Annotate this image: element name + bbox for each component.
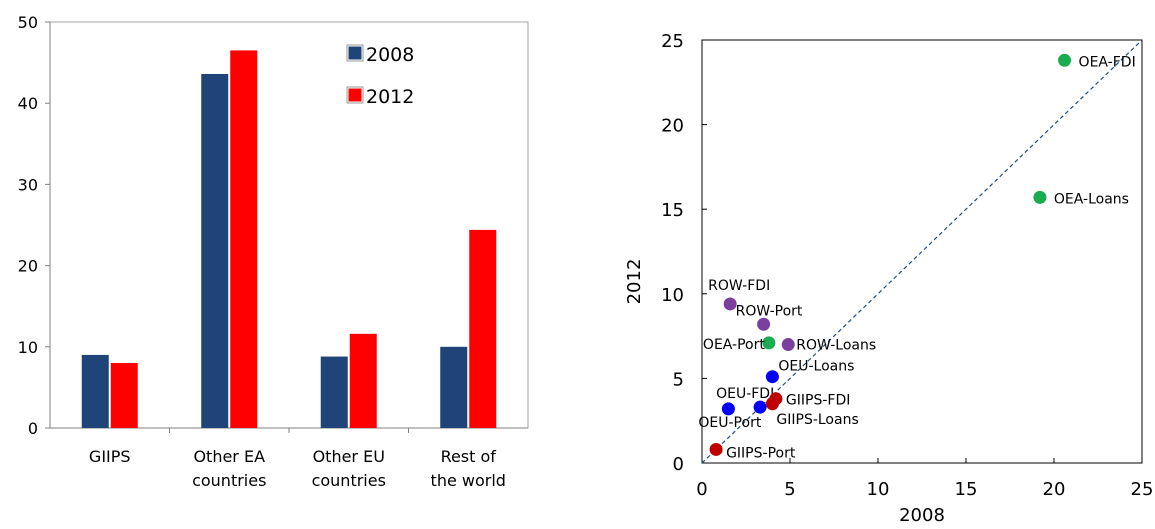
bar-2008-3 xyxy=(320,356,348,428)
y-tick-label: 25 xyxy=(661,31,684,52)
scatter-chart: 0 5 10 15 20 25 0 5 10 15 20 25 2008 2012 OEA-FDI OEA-L… xyxy=(624,31,1154,526)
point-label: OEA-Loans xyxy=(1054,191,1129,207)
point-label: OEA-FDI xyxy=(1079,54,1136,70)
y-tick-label: 20 xyxy=(18,257,38,276)
point-label: OEU-Port xyxy=(698,415,761,431)
y-tick-label: 0 xyxy=(673,454,684,475)
legend-label-2008: 2008 xyxy=(366,44,414,66)
scatter-point-oea-loans xyxy=(1033,190,1047,204)
x-tick-label: 10 xyxy=(867,479,890,500)
y-tick-label: 30 xyxy=(18,175,38,194)
legend-swatch-2008 xyxy=(347,45,363,61)
bar-2008-1 xyxy=(81,354,109,428)
x-tick-label: 15 xyxy=(955,479,978,500)
point-label: ROW-FDI xyxy=(708,278,770,294)
x-category-label: Other EU countries xyxy=(312,447,386,490)
scatter-point-oea-fdi xyxy=(1058,53,1072,67)
point-label: OEA-Port xyxy=(703,337,765,353)
x-tick-label: 5 xyxy=(784,479,795,500)
x-category-label: Other EA countries xyxy=(192,447,266,490)
bar-2012-1 xyxy=(110,363,138,428)
y-axis-title: 2012 xyxy=(624,259,645,305)
scatter-point-oeu-fdi xyxy=(753,400,767,414)
legend-swatch-border xyxy=(346,86,364,104)
scatter-point-giips-loans xyxy=(765,397,779,411)
y-tick-label: 10 xyxy=(18,338,38,357)
bar-2012-4 xyxy=(469,229,497,428)
point-label: ROW-Loans xyxy=(796,338,876,354)
scatter-point-row-loans xyxy=(781,338,795,352)
scatter-point-oeu-port xyxy=(721,402,735,416)
point-label: GIIPS-Loans xyxy=(776,412,858,428)
bar-2012-2 xyxy=(230,50,258,429)
scatter-point-oeu-loans xyxy=(765,370,779,384)
point-label: GIIPS-Port xyxy=(726,445,796,461)
legend-swatch-border xyxy=(346,44,364,62)
x-axis-title: 2008 xyxy=(899,505,945,525)
x-category-label: Rest of the world xyxy=(431,447,506,490)
legend-label-2012: 2012 xyxy=(366,86,414,108)
point-label: OEU-FDI xyxy=(716,386,774,402)
x-category-label: GIIPS xyxy=(89,447,131,466)
point-label: GIIPS-FDI xyxy=(786,393,850,409)
bar-2012-3 xyxy=(349,333,377,428)
scatter-point-oea-port xyxy=(762,336,776,350)
bar-2008-4 xyxy=(440,346,468,428)
x-tick-label: 25 xyxy=(1131,479,1154,500)
legend-swatch-2012 xyxy=(347,87,363,103)
y-tick-label: 15 xyxy=(661,200,684,221)
scatter-point-row-port xyxy=(757,317,771,331)
y-tick-label: 40 xyxy=(18,94,38,113)
x-tick-label: 20 xyxy=(1043,479,1066,500)
scatter-point-giips-port xyxy=(709,442,723,456)
bar-chart: 0 10 20 30 40 50 GIIPS Other EA countries Other E… xyxy=(18,13,529,490)
scatter-point-row-fdi xyxy=(723,297,737,311)
y-tick-label: 20 xyxy=(661,116,684,137)
y-tick-label: 0 xyxy=(28,419,38,438)
y-tick-label: 10 xyxy=(661,285,684,306)
point-label: ROW-Port xyxy=(736,303,803,319)
y-tick-label: 5 xyxy=(673,369,684,390)
plot-area-frame xyxy=(701,39,1143,464)
y-tick-label: 50 xyxy=(18,13,38,32)
bar-2008-2 xyxy=(201,73,229,428)
x-tick-label: 0 xyxy=(696,479,707,500)
point-label: OEU-Loans xyxy=(778,359,854,375)
